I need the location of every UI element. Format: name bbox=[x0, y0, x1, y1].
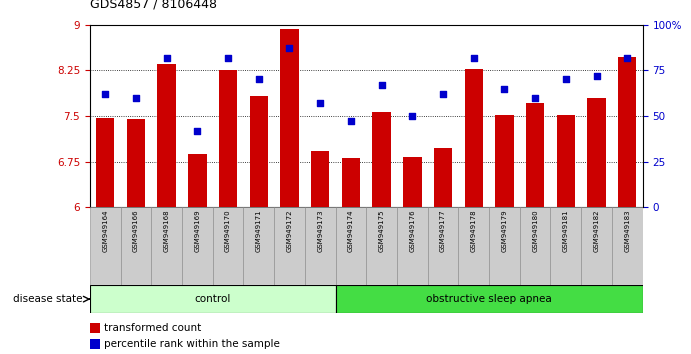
Bar bbox=[526, 103, 545, 207]
Bar bbox=[520, 207, 551, 285]
Point bbox=[376, 82, 387, 88]
Point bbox=[529, 95, 540, 101]
Text: GSM949172: GSM949172 bbox=[287, 210, 292, 252]
Text: GSM949169: GSM949169 bbox=[194, 210, 200, 252]
Point bbox=[314, 100, 325, 106]
Text: GSM949174: GSM949174 bbox=[348, 210, 354, 252]
Bar bbox=[366, 207, 397, 285]
Point bbox=[284, 46, 295, 51]
Text: GDS4857 / 8106448: GDS4857 / 8106448 bbox=[90, 0, 217, 11]
Point bbox=[223, 55, 234, 61]
Text: GSM949170: GSM949170 bbox=[225, 210, 231, 252]
Text: GSM949183: GSM949183 bbox=[624, 210, 630, 252]
Text: percentile rank within the sample: percentile rank within the sample bbox=[104, 339, 280, 349]
Text: GSM949175: GSM949175 bbox=[379, 210, 385, 252]
Point bbox=[407, 113, 418, 119]
Bar bbox=[403, 157, 422, 207]
Bar bbox=[120, 207, 151, 285]
Bar bbox=[311, 150, 330, 207]
Bar bbox=[489, 207, 520, 285]
Bar bbox=[219, 70, 237, 207]
Bar bbox=[372, 112, 391, 207]
Bar bbox=[188, 154, 207, 207]
Point bbox=[346, 119, 357, 124]
Text: GSM949181: GSM949181 bbox=[563, 210, 569, 252]
Text: GSM949182: GSM949182 bbox=[594, 210, 600, 252]
Bar bbox=[151, 207, 182, 285]
Bar bbox=[618, 57, 636, 207]
Bar bbox=[557, 115, 575, 207]
Bar bbox=[243, 207, 274, 285]
Text: GSM949180: GSM949180 bbox=[532, 210, 538, 252]
Bar bbox=[341, 159, 360, 207]
Point bbox=[100, 91, 111, 97]
Point bbox=[437, 91, 448, 97]
Bar bbox=[612, 207, 643, 285]
Point bbox=[192, 128, 203, 133]
Bar bbox=[305, 207, 336, 285]
Text: GSM949177: GSM949177 bbox=[440, 210, 446, 252]
Bar bbox=[96, 118, 115, 207]
Point bbox=[131, 95, 142, 101]
Bar bbox=[587, 98, 606, 207]
Text: control: control bbox=[194, 294, 231, 304]
Bar bbox=[126, 119, 145, 207]
Bar bbox=[274, 207, 305, 285]
Bar bbox=[90, 324, 100, 333]
Bar bbox=[182, 207, 213, 285]
Point bbox=[253, 76, 264, 82]
Point bbox=[468, 55, 480, 61]
Bar bbox=[90, 339, 100, 349]
Bar bbox=[551, 207, 581, 285]
Point bbox=[622, 55, 633, 61]
Bar bbox=[428, 207, 458, 285]
Point bbox=[499, 86, 510, 91]
Text: transformed count: transformed count bbox=[104, 323, 201, 333]
Text: GSM949173: GSM949173 bbox=[317, 210, 323, 252]
Text: obstructive sleep apnea: obstructive sleep apnea bbox=[426, 294, 552, 304]
Point bbox=[591, 73, 602, 79]
Text: disease state: disease state bbox=[13, 294, 83, 304]
Bar bbox=[581, 207, 612, 285]
Point bbox=[161, 55, 172, 61]
Bar bbox=[434, 148, 452, 207]
Point bbox=[560, 76, 571, 82]
Bar bbox=[336, 285, 643, 313]
Text: GSM949176: GSM949176 bbox=[409, 210, 415, 252]
Bar bbox=[458, 207, 489, 285]
Bar bbox=[90, 285, 336, 313]
Text: GSM949166: GSM949166 bbox=[133, 210, 139, 252]
Bar bbox=[213, 207, 243, 285]
Text: GSM949178: GSM949178 bbox=[471, 210, 477, 252]
Bar bbox=[249, 97, 268, 207]
Bar bbox=[90, 207, 120, 285]
Bar bbox=[464, 69, 483, 207]
Text: GSM949164: GSM949164 bbox=[102, 210, 108, 252]
Bar bbox=[336, 207, 366, 285]
Text: GSM949171: GSM949171 bbox=[256, 210, 262, 252]
Text: GSM949168: GSM949168 bbox=[164, 210, 169, 252]
Bar bbox=[158, 64, 176, 207]
Bar bbox=[281, 29, 299, 207]
Bar bbox=[495, 115, 513, 207]
Bar bbox=[397, 207, 428, 285]
Text: GSM949179: GSM949179 bbox=[502, 210, 507, 252]
